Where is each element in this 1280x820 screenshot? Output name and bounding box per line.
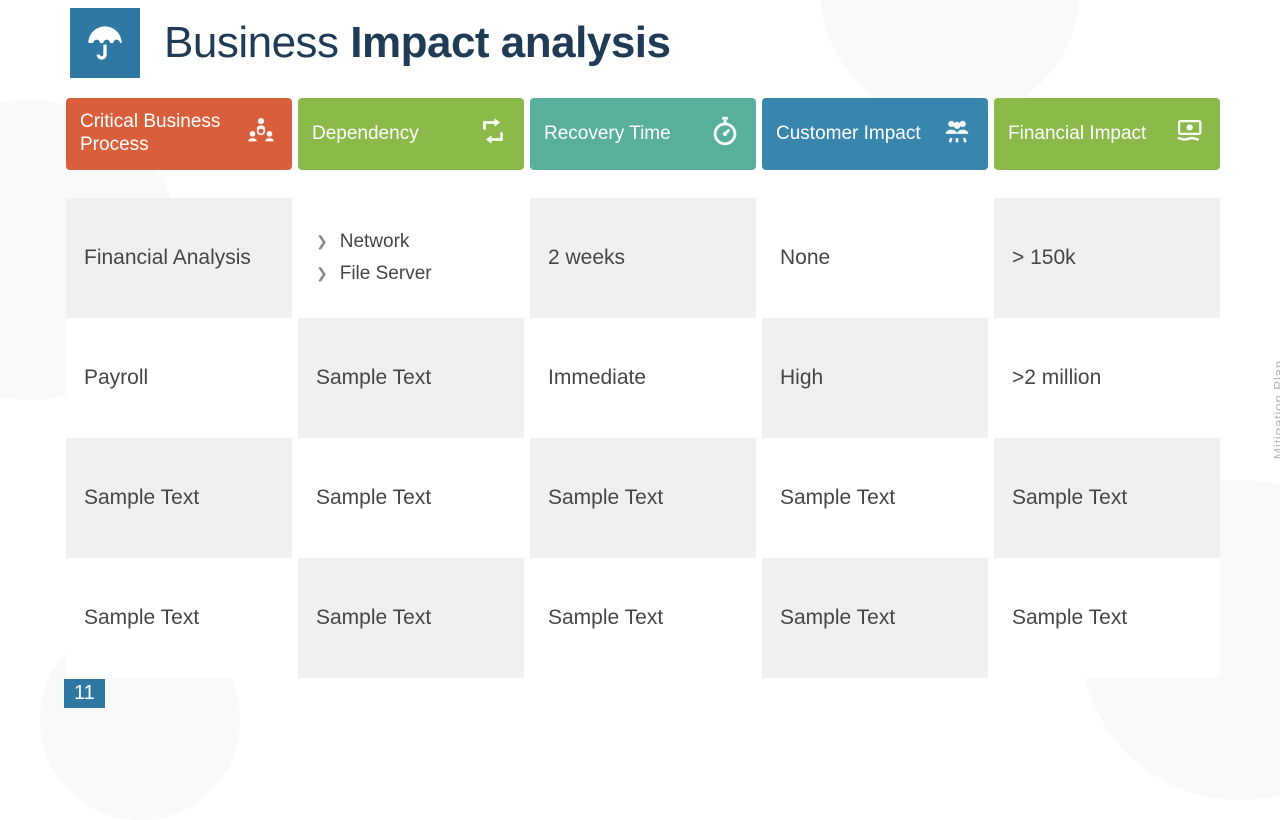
table-cell: Sample Text	[298, 558, 524, 678]
table-cell: Sample Text	[66, 558, 292, 678]
table-cell: Sample Text	[762, 438, 988, 558]
table-cell: Sample Text	[298, 318, 524, 438]
table-cell: > 150k	[994, 198, 1220, 318]
table-cell: >2 million	[994, 318, 1220, 438]
table-cell: Sample Text	[530, 558, 756, 678]
customers-icon	[940, 114, 974, 155]
table-cell: Sample Text	[530, 438, 756, 558]
table-row: Sample TextSample TextSample TextSample …	[66, 438, 1220, 558]
side-tab: Mitigation Plan	[1270, 360, 1280, 459]
table-row: PayrollSample TextImmediateHigh>2 millio…	[66, 318, 1220, 438]
table-row: Sample TextSample TextSample TextSample …	[66, 558, 1220, 678]
table-cell: Sample Text	[994, 438, 1220, 558]
table-cell: Sample Text	[66, 438, 292, 558]
slide-header: Business Impact analysis	[0, 0, 1280, 78]
column-header-3: Customer Impact	[762, 98, 988, 170]
table-cell: 2 weeks	[530, 198, 756, 318]
table-row: Financial Analysis❯Network❯File Server2 …	[66, 198, 1220, 318]
table-cell: None	[762, 198, 988, 318]
column-header-2: Recovery Time	[530, 98, 756, 170]
table-cell: ❯Network❯File Server	[298, 198, 524, 318]
table-cell: Immediate	[530, 318, 756, 438]
chevron-right-icon: ❯	[316, 230, 328, 254]
page-number: 11	[64, 679, 105, 708]
column-header-1: Dependency	[298, 98, 524, 170]
money-icon	[1172, 114, 1206, 155]
table-cell: Payroll	[66, 318, 292, 438]
stopwatch-icon	[708, 114, 742, 155]
people-icon	[244, 114, 278, 155]
umbrella-icon	[70, 8, 140, 78]
table-cell: Sample Text	[298, 438, 524, 558]
column-header-0: Critical Business Process	[66, 98, 292, 170]
column-headers: Critical Business ProcessDependencyRecov…	[66, 98, 1220, 170]
cycle-icon	[476, 114, 510, 155]
table-cell: Sample Text	[762, 558, 988, 678]
column-header-4: Financial Impact	[994, 98, 1220, 170]
table-cell: Financial Analysis	[66, 198, 292, 318]
chevron-right-icon: ❯	[316, 262, 328, 286]
table-cell: High	[762, 318, 988, 438]
impact-table: Critical Business ProcessDependencyRecov…	[66, 98, 1220, 678]
page-title: Business Impact analysis	[164, 18, 671, 68]
table-cell: Sample Text	[994, 558, 1220, 678]
